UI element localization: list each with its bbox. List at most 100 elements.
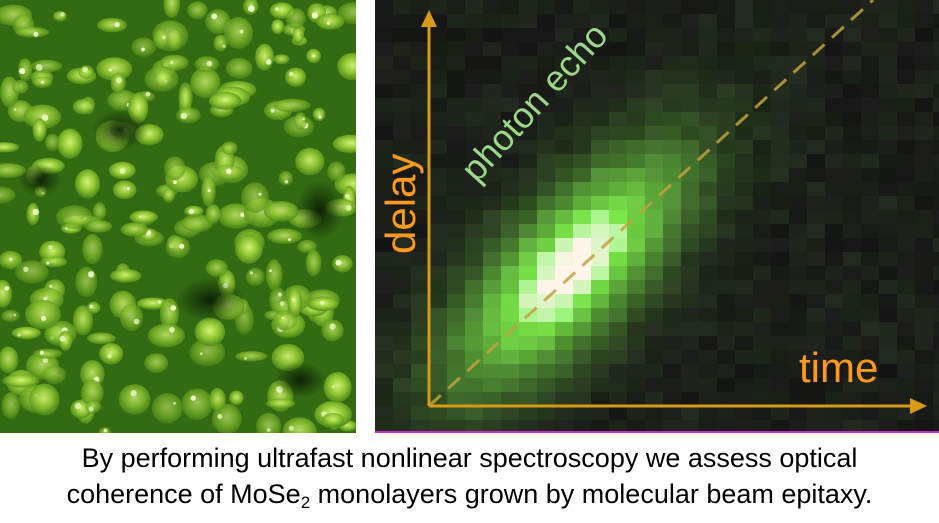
signal-pixel — [699, 126, 717, 140]
signal-pixel — [447, 252, 465, 266]
signal-pixel — [663, 112, 681, 126]
signal-pixel — [897, 364, 915, 378]
signal-pixel — [393, 210, 411, 224]
signal-pixel — [411, 238, 429, 252]
signal-pixel — [663, 308, 681, 322]
signal-pixel — [375, 112, 393, 126]
afm-bright-spot — [211, 13, 218, 20]
signal-pixel — [465, 350, 483, 364]
signal-pixel — [699, 266, 717, 280]
signal-pixel — [393, 84, 411, 98]
signal-pixel — [825, 56, 843, 70]
signal-pixel — [735, 84, 753, 98]
signal-pixel — [843, 308, 861, 322]
signal-pixel — [627, 266, 645, 280]
signal-pixel — [645, 112, 663, 126]
signal-pixel — [771, 280, 789, 294]
signal-pixel — [555, 98, 573, 112]
signal-pixel — [663, 70, 681, 84]
signal-pixel — [915, 378, 933, 392]
signal-pixel — [663, 266, 681, 280]
signal-pixel — [897, 420, 915, 433]
signal-pixel — [663, 238, 681, 252]
signal-pixel — [393, 126, 411, 140]
signal-pixel — [555, 126, 573, 140]
signal-pixel — [933, 140, 939, 154]
signal-pixel — [825, 112, 843, 126]
afm-bright-spot — [13, 313, 17, 317]
signal-pixel — [555, 0, 573, 14]
signal-pixel — [717, 294, 735, 308]
signal-pixel — [699, 42, 717, 56]
signal-pixel — [807, 14, 825, 28]
signal-pixel — [843, 322, 861, 336]
signal-pixel — [915, 70, 933, 84]
signal-pixel — [825, 350, 843, 364]
signal-pixel — [645, 42, 663, 56]
signal-pixel — [717, 420, 735, 433]
signal-pixel — [555, 154, 573, 168]
signal-pixel — [753, 98, 771, 112]
signal-pixel — [501, 420, 519, 433]
signal-pixel — [771, 364, 789, 378]
signal-pixel — [897, 238, 915, 252]
afm-bright-spot — [33, 31, 39, 37]
afm-bright-spot — [244, 357, 247, 360]
afm-grain — [181, 388, 213, 420]
signal-pixel — [501, 252, 519, 266]
signal-pixel — [753, 266, 771, 280]
signal-pixel — [591, 266, 609, 280]
signal-pixel — [663, 28, 681, 42]
signal-pixel — [537, 14, 555, 28]
afm-grain — [178, 82, 193, 112]
signal-pixel — [933, 392, 939, 406]
signal-pixel — [411, 168, 429, 182]
signal-pixel — [807, 140, 825, 154]
signal-pixel — [915, 0, 933, 14]
signal-pixel — [429, 28, 447, 42]
signal-pixel — [519, 196, 537, 210]
signal-pixel — [411, 154, 429, 168]
signal-pixel — [483, 294, 501, 308]
signal-pixel — [375, 322, 393, 336]
signal-pixel — [447, 378, 465, 392]
signal-pixel — [933, 252, 939, 266]
afm-grain — [267, 228, 303, 244]
signal-pixel — [645, 336, 663, 350]
signal-pixel — [393, 196, 411, 210]
signal-pixel — [681, 420, 699, 433]
signal-pixel — [627, 406, 645, 420]
signal-pixel — [699, 182, 717, 196]
signal-pixel — [771, 126, 789, 140]
signal-pixel — [393, 392, 411, 406]
signal-pixel — [807, 280, 825, 294]
signal-pixel — [825, 0, 843, 14]
signal-pixel — [645, 56, 663, 70]
signal-pixel — [573, 406, 591, 420]
signal-pixel — [411, 308, 429, 322]
signal-pixel — [753, 406, 771, 420]
afm-bright-spot — [133, 318, 140, 325]
afm-bright-spot — [119, 168, 126, 175]
signal-pixel — [825, 364, 843, 378]
afm-grain — [209, 388, 226, 412]
signal-pixel — [429, 42, 447, 56]
signal-pixel — [429, 350, 447, 364]
afm-grain — [205, 204, 221, 224]
afm-bright-spot — [318, 115, 322, 119]
signal-pixel — [825, 154, 843, 168]
signal-pixel — [915, 182, 933, 196]
signal-pixel — [735, 392, 753, 406]
signal-pixel — [447, 28, 465, 42]
afm-grain — [152, 20, 189, 52]
signal-pixel — [753, 112, 771, 126]
signal-pixel — [735, 350, 753, 364]
signal-pixel — [879, 28, 897, 42]
signal-pixel — [591, 420, 609, 433]
signal-pixel — [447, 322, 465, 336]
signal-pixel — [555, 308, 573, 322]
signal-pixel — [699, 154, 717, 168]
signal-pixel — [825, 196, 843, 210]
signal-pixel — [447, 14, 465, 28]
signal-pixel — [825, 210, 843, 224]
